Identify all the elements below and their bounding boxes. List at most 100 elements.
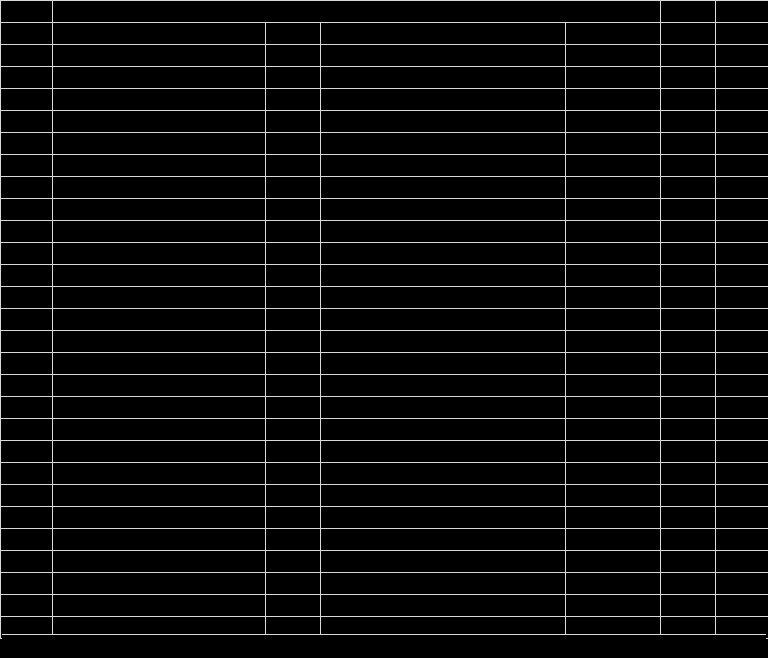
korrigert-empty-age <box>265 22 321 45</box>
cell-empty-2 <box>715 66 768 89</box>
blank-cell <box>320 506 566 529</box>
cell-name: Torgeir Sveine <box>52 264 266 287</box>
cell-city: UK <box>564 220 662 243</box>
cell-city: Oslo <box>564 330 662 353</box>
blank-cell <box>564 528 662 551</box>
korrigert-empty-2 <box>715 22 768 45</box>
table-row: K U.off. 48 Direktør Oslo <box>0 396 768 419</box>
cell-city: Nesodden <box>564 132 662 155</box>
summary-empty-2 <box>715 550 768 573</box>
cell-empty-1 <box>660 440 717 463</box>
blank-cell <box>0 506 53 529</box>
table-row: M U.off. 51 Viseadm direktør Lillestrøm <box>0 462 768 485</box>
cell-empty-1 <box>660 462 717 485</box>
table-row: K U.off. 55 Driftssjef Stavanger <box>0 308 768 331</box>
summary-value-menn: 10 <box>265 572 321 595</box>
cell-empty-2 <box>715 374 768 397</box>
cell-name: Trukket <box>52 484 266 507</box>
cell-empty-1 <box>660 352 717 375</box>
summary-empty-1 <box>660 572 717 595</box>
blank-cell <box>52 506 266 529</box>
cell-title: Daglig leder <box>320 132 566 155</box>
blank-cell <box>0 528 53 551</box>
cell-age: 53 <box>265 374 321 397</box>
cell-city: Oslo <box>564 88 662 111</box>
cell-title: Driftssjef <box>320 308 566 331</box>
summary-empty-city <box>564 572 662 595</box>
footnote-text: For søkere som er unntatt offentlighet e… <box>2 634 766 656</box>
cell-empty-2 <box>715 308 768 331</box>
cell-title: Overingeniør <box>320 242 566 265</box>
cell-age: 51 <box>265 462 321 485</box>
cell-name: U.off. <box>52 352 266 375</box>
cell-empty-2 <box>715 88 768 111</box>
summary-value-kvinner: 10 <box>265 550 321 573</box>
cell-age: 60 <box>265 66 321 89</box>
summary-empty-title <box>320 550 566 573</box>
cell-age: 41 <box>265 242 321 265</box>
cell-age: 53 <box>265 418 321 441</box>
cell-title: Administrerende direktør <box>320 286 566 309</box>
cell-age: 55 <box>265 308 321 331</box>
table-row: K Shahrab Tayamon 41 Overingeniør Ås <box>0 242 768 265</box>
table-row: K Liebeth Johansson 41 Direktør Oslo <box>0 88 768 111</box>
cell-name: Trukket <box>52 176 266 199</box>
summary-empty-title <box>320 594 566 617</box>
cell-empty-2 <box>715 440 768 463</box>
cell-gender: M <box>0 462 53 485</box>
cell-name: Hans Weinberger <box>52 330 266 353</box>
cell-title: Viseadm direktør <box>320 462 566 485</box>
cell-empty-1 <box>660 132 717 155</box>
cell-empty-2 <box>715 242 768 265</box>
cell-title: Daglig leder <box>320 176 566 199</box>
table-row: M Trukket 60 Daglig leder Enebakk <box>0 176 768 199</box>
summary-row-kvinner: Kvinner 10 <box>0 550 768 573</box>
cell-city: Enebakk <box>564 176 662 199</box>
cell-gender: M <box>0 154 53 177</box>
table-row: M Morten Rasch 1 Daglig leder Nesodden <box>0 132 768 155</box>
cell-empty-1 <box>660 484 717 507</box>
cell-title: Daglig leder <box>320 418 566 441</box>
cell-city: Oslo <box>564 396 662 419</box>
cell-city: Trondheim <box>564 264 662 287</box>
cell-name: U.off. <box>52 308 266 331</box>
cell-city: Bærum <box>564 352 662 375</box>
title-empty-cell-1 <box>660 0 717 23</box>
cell-empty-1 <box>660 198 717 221</box>
cell-age: 53 <box>265 198 321 221</box>
cell-empty-1 <box>660 176 717 199</box>
cell-name: U.off. <box>52 418 266 441</box>
cell-name: U.off. <box>52 374 266 397</box>
cell-gender: M <box>0 176 53 199</box>
column-header-empty-2 <box>715 44 768 67</box>
cell-gender: K <box>0 242 53 265</box>
applicant-list-table: Offentlig søkerliste Veterinærinstitutte… <box>0 0 768 639</box>
cell-empty-1 <box>660 286 717 309</box>
cell-empty-2 <box>715 352 768 375</box>
cell-name: U.off. <box>52 462 266 485</box>
cell-empty-1 <box>660 308 717 331</box>
blank-cell <box>320 528 566 551</box>
cell-empty-2 <box>715 220 768 243</box>
table-row: M Ulf Gustavsson 60 CEO Sverige <box>0 66 768 89</box>
cell-city: Ås <box>564 242 662 265</box>
cell-name: U.off. <box>52 440 266 463</box>
blank-row <box>0 528 768 551</box>
cell-title: Direktør <box>320 396 566 419</box>
title-spacer-cell <box>0 0 53 23</box>
title-empty-cell-2 <box>715 0 768 23</box>
summary-label-totalt: Totalt <box>52 594 266 617</box>
cell-age: 52 <box>265 440 321 463</box>
cell-city: Son <box>564 154 662 177</box>
summary-value-totalt: 20 <box>265 594 321 617</box>
blank-cell <box>660 528 717 551</box>
cell-age: 50 <box>265 220 321 243</box>
table-row: M U.off. 50 Direktør Bærum <box>0 352 768 375</box>
cell-gender: K <box>0 88 53 111</box>
cell-empty-2 <box>715 154 768 177</box>
cell-empty-1 <box>660 264 717 287</box>
blank-cell <box>660 506 717 529</box>
cell-empty-2 <box>715 264 768 287</box>
cell-title: Direktør <box>320 88 566 111</box>
column-header-age: Alder <box>265 44 321 67</box>
